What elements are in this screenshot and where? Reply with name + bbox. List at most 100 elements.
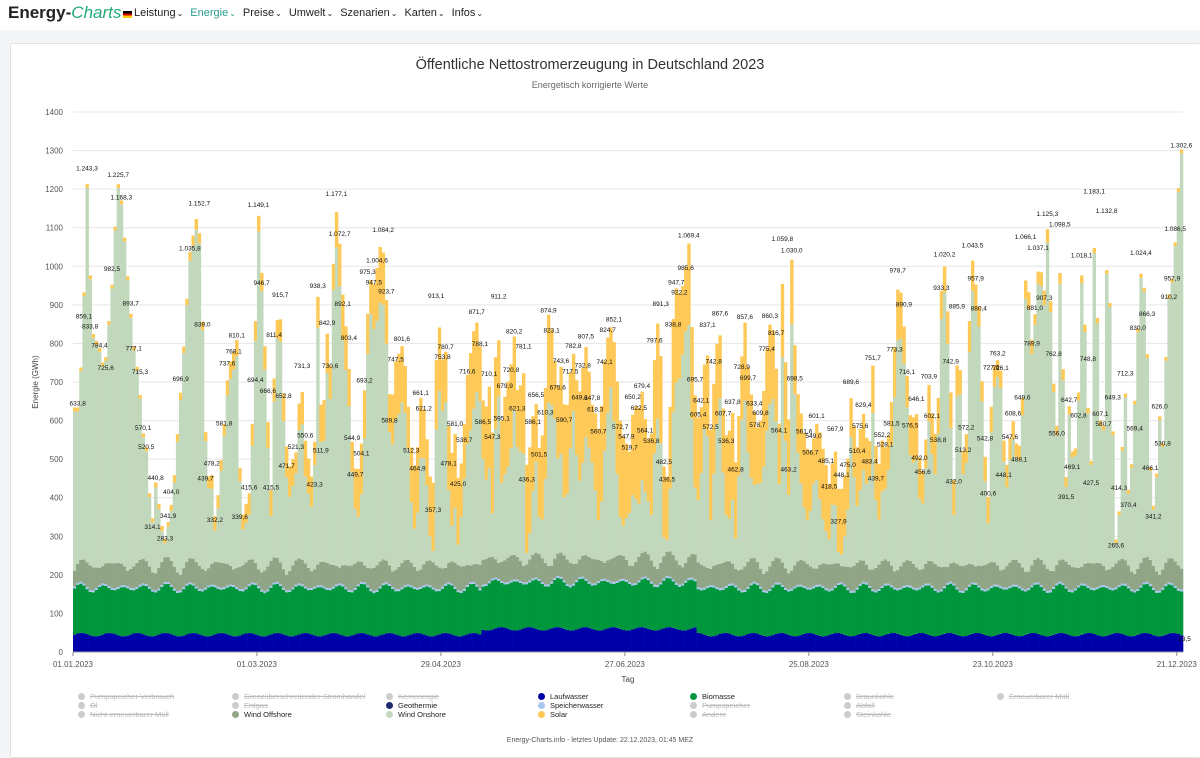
bar-segment-wind-offshore: [288, 570, 292, 591]
bar-segment-solar: [76, 407, 80, 412]
legend-item-abfall[interactable]: Abfall: [844, 701, 875, 710]
bar-segment-speicherwasser: [116, 586, 121, 589]
bar-segment-speicherwasser: [366, 585, 370, 588]
bar-segment-solar: [244, 503, 248, 523]
bar-segment-biomasse: [500, 583, 504, 628]
legend-item-steinkohle[interactable]: Steinkohle: [844, 710, 891, 719]
bar-segment-speicherwasser: [537, 579, 541, 582]
nav-item-szenarien[interactable]: Szenarien⌄: [340, 7, 398, 19]
data-label: 773,3: [886, 347, 903, 354]
legend-item-speicherwasser[interactable]: Speicherwasser: [538, 701, 603, 710]
bar-segment-wind-onshore: [250, 445, 255, 560]
bar-segment-biomasse: [762, 592, 766, 636]
bar-segment-speicherwasser: [986, 588, 990, 591]
bar-segment-laufwasser: [559, 627, 563, 652]
bar-segment-solar: [188, 251, 192, 261]
bar-segment-wind-onshore: [556, 458, 560, 554]
legend-item-andere[interactable]: Andere: [690, 710, 726, 719]
bar-segment-biomasse: [325, 589, 329, 635]
bar-segment-solar: [412, 465, 417, 529]
bar-segment-wind-offshore: [163, 557, 167, 583]
bar-segment-solar: [1176, 187, 1181, 192]
legend-item-erneuerbarer-m-ll[interactable]: Erneuerbarer Müll: [997, 692, 1069, 701]
data-label: 1.168,3: [110, 194, 132, 201]
data-label: 679,4: [634, 383, 651, 390]
nav-item-leistung[interactable]: Leistung⌄: [134, 7, 184, 19]
bar-segment-laufwasser: [587, 627, 591, 652]
x-tick-label: 27.06.2023: [605, 660, 646, 669]
bar-segment-laufwasser: [406, 635, 411, 652]
bar-segment-wind-onshore: [203, 441, 208, 571]
legend-item-geothermie[interactable]: Geothermie: [386, 701, 437, 710]
nav-item-infos[interactable]: Infos⌄: [451, 7, 484, 19]
bar-segment-biomasse: [830, 590, 835, 634]
bar-segment-wind-onshore: [615, 473, 619, 556]
legend-item-laufwasser[interactable]: Laufwasser: [538, 692, 588, 701]
data-label: 561,6: [796, 428, 813, 435]
bar-segment-wind-onshore: [76, 411, 80, 564]
bar-segment-solar: [216, 495, 220, 509]
bar-segment-laufwasser: [412, 633, 417, 652]
bar-segment-biomasse: [559, 578, 563, 628]
brand-logo[interactable]: Energy-Charts: [8, 3, 133, 23]
legend-item-wind-offshore[interactable]: Wind Offshore: [232, 710, 292, 719]
bar-segment-solar: [225, 380, 230, 396]
bar-segment-biomasse: [864, 584, 869, 633]
bar-segment-laufwasser: [936, 635, 941, 652]
bar-segment-wind-offshore: [1092, 563, 1096, 589]
legend-item-biomasse[interactable]: Biomasse: [690, 692, 735, 701]
legend-item-grenz-berschreitender-stromhandel[interactable]: Grenzüberschreitender Stromhandel: [232, 692, 365, 701]
bar-segment-wind-onshore: [1145, 358, 1149, 557]
data-label: 629,4: [855, 402, 872, 409]
bar-segment-wind-offshore: [1136, 568, 1140, 590]
bar-segment-laufwasser: [762, 635, 766, 652]
legend-item-solar[interactable]: Solar: [538, 710, 568, 719]
bar-segment-speicherwasser: [880, 586, 884, 588]
bar-segment-wind-onshore: [603, 450, 607, 563]
bar-segment-wind-onshore: [949, 428, 953, 564]
bar-segment-biomasse: [1052, 588, 1056, 635]
bar-segment-laufwasser: [518, 629, 523, 652]
nav-item-preise[interactable]: Preise⌄: [242, 7, 282, 19]
bar-segment-speicherwasser: [194, 586, 199, 589]
data-label: 747,5: [388, 357, 405, 364]
legend-item-wind-onshore[interactable]: Wind Onshore: [386, 710, 446, 719]
bar-segment-wind-offshore: [802, 561, 807, 587]
bar-segment-biomasse: [1164, 586, 1168, 635]
bar-segment-speicherwasser: [129, 587, 133, 590]
bar-segment-biomasse: [1126, 588, 1131, 637]
bar-segment-solar: [908, 415, 913, 456]
nav-item-umwelt[interactable]: Umwelt⌄: [288, 7, 334, 19]
bar-segment-biomasse: [437, 591, 442, 635]
bar-segment-solar: [422, 409, 426, 459]
bar-segment-solar: [88, 275, 93, 280]
legend-item-nicht-erneuerbarer-m-ll[interactable]: Nicht-erneuerbarer Müll: [78, 710, 169, 719]
bar-segment-speicherwasser: [1114, 587, 1118, 590]
bar-segment-wind-onshore: [721, 472, 725, 563]
bar-segment-speicherwasser: [874, 590, 878, 593]
bar-segment-speicherwasser: [85, 587, 89, 590]
bar-segment-wind-offshore: [780, 562, 785, 586]
nav-item-karten[interactable]: Karten⌄: [404, 7, 445, 19]
legend-item-pumpspeicher[interactable]: Pumpspeicher: [690, 701, 750, 710]
legend-item-erdgas[interactable]: Erdgas: [232, 701, 268, 710]
bar-segment-laufwasser: [578, 628, 582, 652]
bar-segment-speicherwasser: [840, 582, 844, 585]
bar-segment-laufwasser: [749, 633, 754, 652]
nav-item-energie[interactable]: Energie⌄: [190, 7, 236, 19]
legend-item-kernenergie[interactable]: Kernenergie: [386, 692, 439, 701]
bar-segment-solar: [372, 284, 376, 330]
bar-segment-wind-offshore: [609, 559, 613, 582]
bar-segment-wind-offshore: [509, 555, 513, 581]
bar-segment-biomasse: [169, 586, 174, 635]
legend-item-braunkohle[interactable]: Braunkohle: [844, 692, 894, 701]
bar-segment-solar: [946, 311, 950, 344]
legend-item-pumpspeicher-verbrauch[interactable]: Pumpspeicher Verbrauch: [78, 692, 174, 701]
bar-segment-wind-offshore: [428, 560, 432, 586]
bar-segment-speicherwasser: [322, 586, 326, 589]
bar-segment-laufwasser: [213, 634, 217, 652]
bar-segment-speicherwasser: [980, 588, 984, 591]
bar-segment-wind-onshore: [886, 469, 891, 562]
bar-segment-solar: [447, 425, 451, 490]
legend-item--l[interactable]: Öl: [78, 701, 98, 710]
